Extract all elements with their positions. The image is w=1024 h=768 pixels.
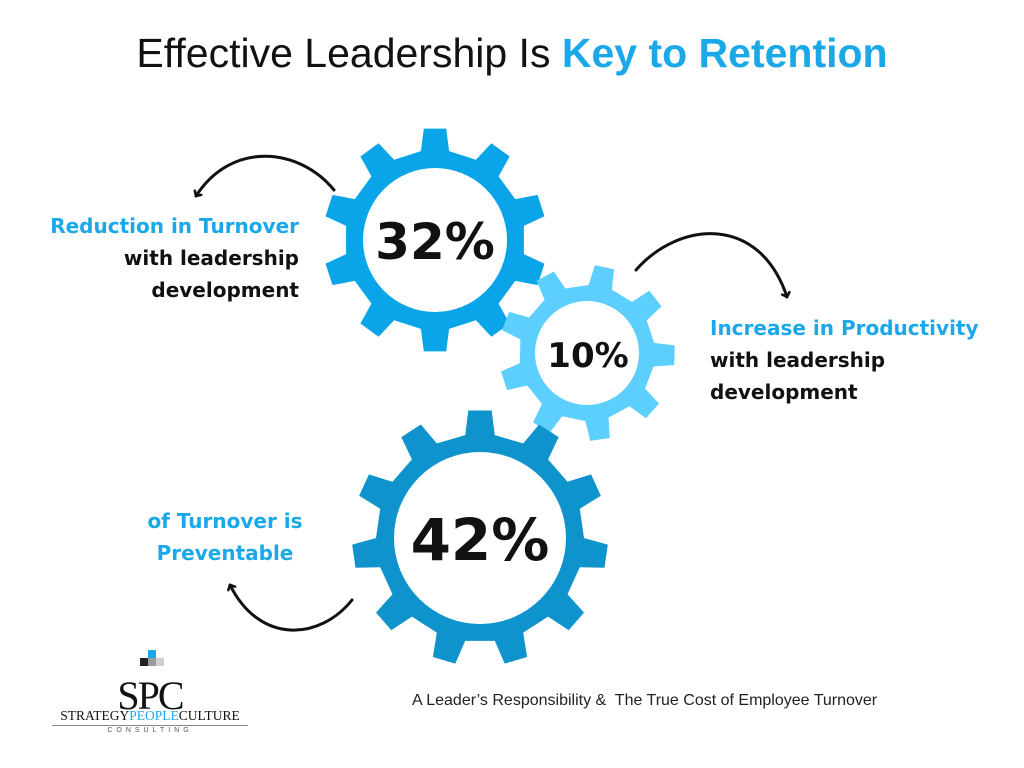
gear-bottom-hole <box>394 452 566 624</box>
logo-subtitle: CONSULTING <box>107 727 193 734</box>
gear-top-hole <box>363 168 507 312</box>
title-accent: Key to Retention <box>561 30 888 76</box>
caption-highlight: of Turnover is <box>147 509 303 533</box>
gear-middle-hole <box>535 301 639 405</box>
arrow-right <box>634 232 787 299</box>
logo-square <box>140 658 148 666</box>
caption-line: development <box>710 380 858 404</box>
caption-line: development <box>151 278 299 302</box>
stat-value-turnover-reduction: 32% <box>375 213 495 271</box>
logo-name-left: STRATEGY <box>60 708 130 723</box>
logo-divider <box>52 725 248 726</box>
title-lead: Effective Leadership Is <box>136 30 562 76</box>
caption-turnover-reduction: Reduction in Turnover with leadership de… <box>50 210 299 306</box>
caption-highlight: Increase in Productivity <box>710 316 979 340</box>
logo-name-mid: PEOPLE <box>129 708 179 723</box>
logo-square <box>148 658 156 666</box>
caption-productivity: Increase in Productivity with leadership… <box>710 312 979 408</box>
footer-text: A Leader’s Responsibility & The True Cos… <box>412 692 878 709</box>
arrow-bottom-left <box>230 583 354 632</box>
caption-highlight: Reduction in Turnover <box>50 214 299 238</box>
logo-mark: SPC <box>117 673 184 718</box>
logo-square <box>156 658 164 666</box>
caption-highlight: Preventable <box>156 541 294 565</box>
stat-value-preventable: 42% <box>411 506 550 574</box>
caption-line: with leadership <box>710 348 886 372</box>
logo-square <box>148 650 156 658</box>
logo-name: STRATEGYPEOPLECULTURE <box>50 708 250 724</box>
page-title: Effective Leadership Is Key to Retention <box>0 30 1024 77</box>
arrow-top-left <box>196 154 336 198</box>
caption-line: with leadership <box>123 246 299 270</box>
stat-value-productivity: 10% <box>547 336 628 376</box>
logo-name-right: CULTURE <box>178 708 240 723</box>
company-logo: SPC STRATEGYPEOPLECULTURE CONSULTING <box>50 650 250 740</box>
caption-preventable: of Turnover is Preventable <box>130 505 320 569</box>
